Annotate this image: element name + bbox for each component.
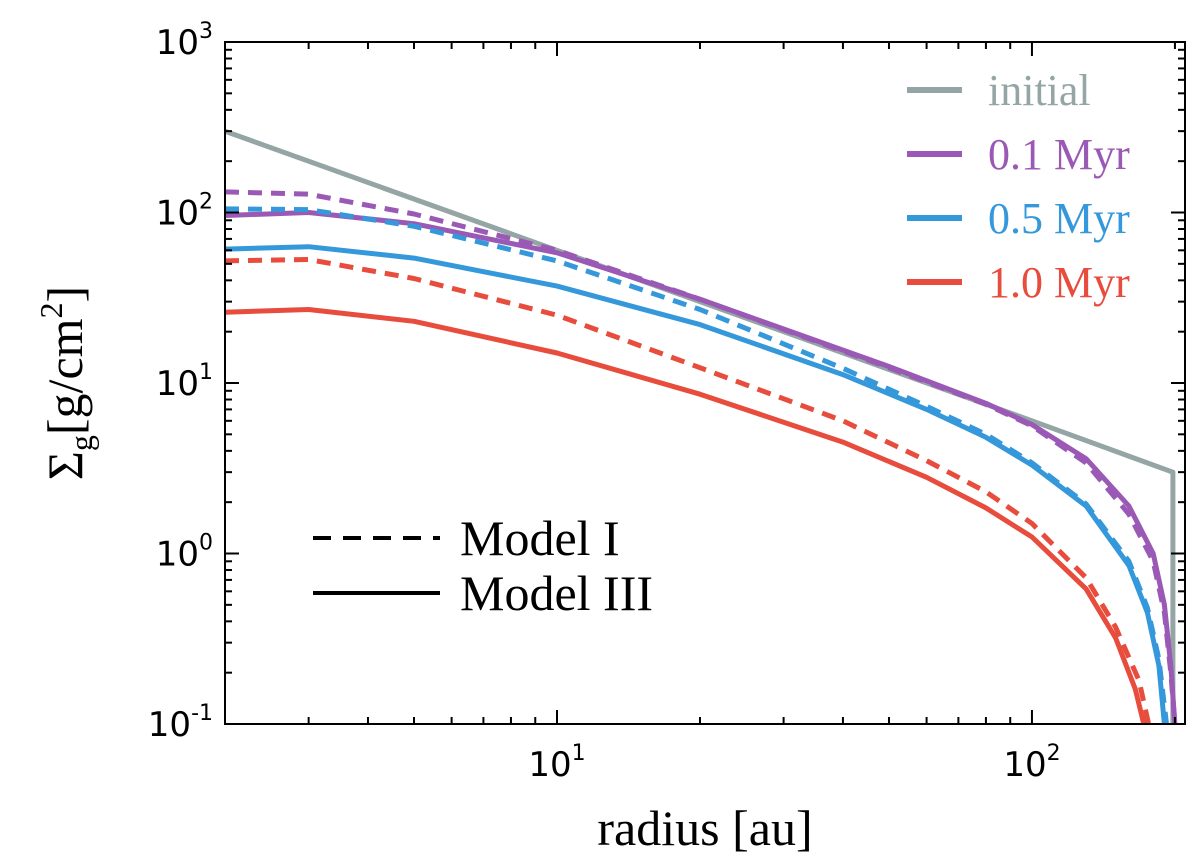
y-tick-label: 100 (156, 531, 213, 575)
series-line-1-0-myr-model-i (225, 257, 1152, 724)
style-legend-label: Model III (460, 565, 653, 621)
x-axis-title: radius [au] (597, 800, 812, 856)
y-axis-symbol: Σ (37, 451, 93, 480)
y-tick-label: 102 (156, 190, 213, 234)
legend-label: initial (988, 66, 1091, 115)
series-layer (225, 128, 1178, 724)
y-axis-subscript: g (63, 435, 99, 451)
style-legend-label: Model I (460, 510, 620, 566)
y-axis-unit-open: [g/cm (37, 318, 93, 435)
legend-label: 1.0 Myr (988, 258, 1130, 307)
y-tick-label: 101 (156, 360, 213, 404)
series-line-0-1-myr-model-i (225, 189, 1178, 724)
series-line-0-5-myr-model-i (225, 206, 1169, 724)
color-legend: initial 0.1 Myr 0.5 Myr 1.0 Myr (907, 66, 1130, 307)
legend-label: 0.1 Myr (988, 130, 1130, 179)
series-line-1-0-myr-model-iii (225, 307, 1147, 724)
x-tick-label: 102 (1003, 741, 1060, 785)
x-tick-label: 101 (528, 741, 585, 785)
y-tick-label: 10-1 (148, 701, 213, 745)
y-axis-title: Σg[g/cm2] (33, 286, 99, 480)
tick-layer: 101 102 10-1 100 101 102 103 (148, 19, 1185, 785)
series-line-initial (225, 128, 1176, 724)
y-axis-unit-close: ] (37, 286, 93, 303)
y-axis-unit-sup: 2 (33, 302, 69, 318)
legend-label: 0.5 Myr (988, 194, 1130, 243)
y-tick-label: 103 (156, 19, 213, 63)
